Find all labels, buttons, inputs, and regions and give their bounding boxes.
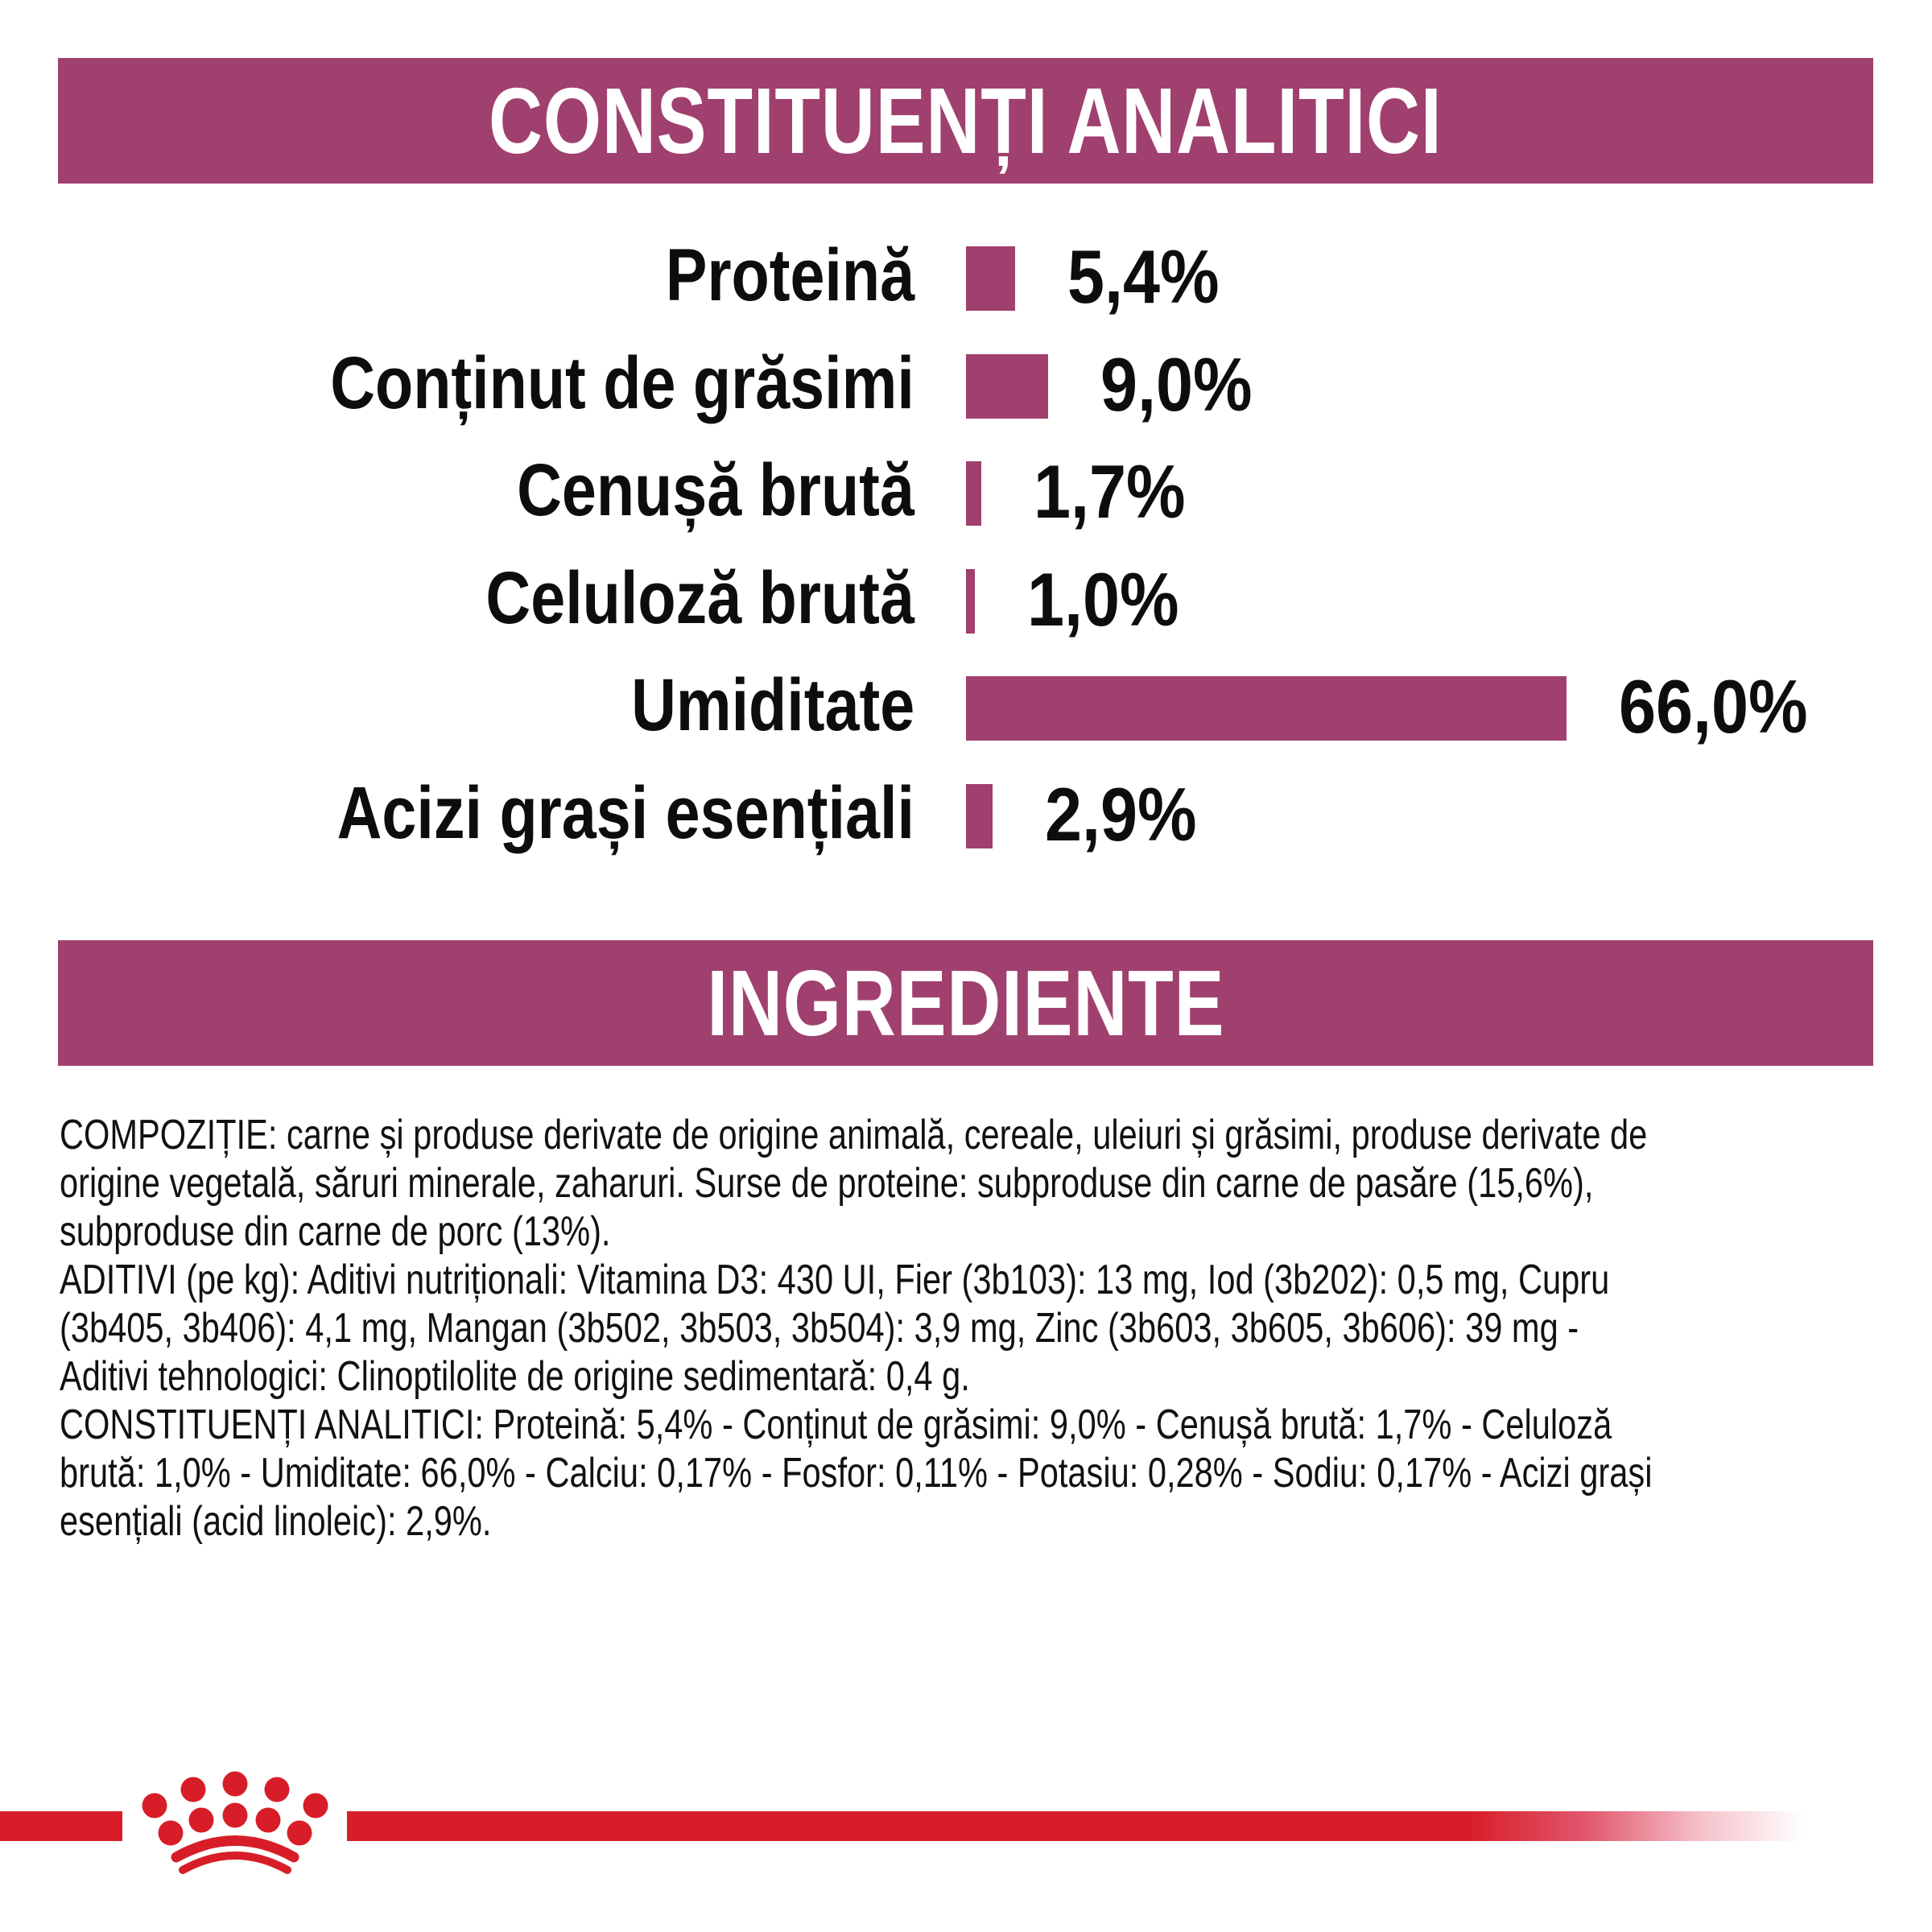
row-label: Umiditate — [630, 664, 914, 746]
ingredients-line: COMPOZIȚIE: carne și produse derivate de… — [60, 1112, 1648, 1158]
row-label: Celuloză brută — [485, 557, 914, 639]
ingredients-line: subproduse din carne de porc (13%). — [60, 1208, 611, 1255]
ingredients-banner: INGREDIENTE — [58, 940, 1873, 1066]
row-bar — [966, 246, 1015, 311]
row-label: Proteină — [665, 234, 914, 316]
chart-row-fibre: Celuloză brută 1,0% — [0, 558, 1932, 640]
ingredients-text: COMPOZIȚIE: carne și produse derivate de… — [60, 1111, 1863, 1546]
analytics-title: CONSTITUENȚI ANALITICI — [489, 68, 1443, 173]
row-label: Acizi grași esențiali — [336, 772, 914, 854]
row-value: 5,4% — [1067, 234, 1220, 319]
brand-line-left — [0, 1811, 122, 1841]
row-value: 1,0% — [1027, 557, 1179, 642]
ingredients-line: origine vegetală, săruri minerale, zahar… — [60, 1160, 1594, 1207]
row-value: 9,0% — [1100, 342, 1253, 427]
chart-row-fatty-acids: Acizi grași esențiali 2,9% — [0, 773, 1932, 855]
ingredients-title: INGREDIENTE — [707, 951, 1224, 1055]
analytics-banner: CONSTITUENȚI ANALITICI — [58, 58, 1873, 184]
ingredients-line: CONSTITUENȚI ANALITICI: Proteină: 5,4% -… — [60, 1402, 1612, 1448]
brand-line-right — [347, 1811, 1804, 1841]
ingredients-line: ADITIVI (pe kg): Aditivi nutriționali: V… — [60, 1257, 1610, 1303]
row-value: 2,9% — [1045, 772, 1197, 857]
chart-row-protein: Proteină 5,4% — [0, 235, 1932, 317]
ingredients-line: (3b405, 3b406): 4,1 mg, Mangan (3b502, 3… — [60, 1305, 1579, 1352]
row-bar — [966, 569, 975, 634]
chart-row-fat: Conținut de grăsimi 9,0% — [0, 343, 1932, 425]
row-value: 1,7% — [1034, 449, 1186, 534]
row-label: Conținut de grăsimi — [330, 342, 914, 424]
ingredients-line: Aditivi tehnologici: Clinoptilolite de o… — [60, 1353, 970, 1400]
ingredients-line: esențiali (acid linoleic): 2,9%. — [60, 1498, 492, 1545]
row-bar — [966, 461, 981, 526]
ingredients-line: brută: 1,0% - Umiditate: 66,0% - Calciu:… — [60, 1450, 1653, 1496]
row-bar — [966, 676, 1567, 741]
chart-row-moisture: Umiditate 66,0% — [0, 665, 1932, 747]
row-bar — [966, 354, 1048, 419]
crown-icon — [142, 1771, 328, 1874]
row-bar — [966, 784, 993, 848]
row-value: 66,0% — [1619, 664, 1808, 749]
row-label: Cenușă brută — [517, 449, 914, 531]
chart-row-ash: Cenușă brută 1,7% — [0, 450, 1932, 532]
